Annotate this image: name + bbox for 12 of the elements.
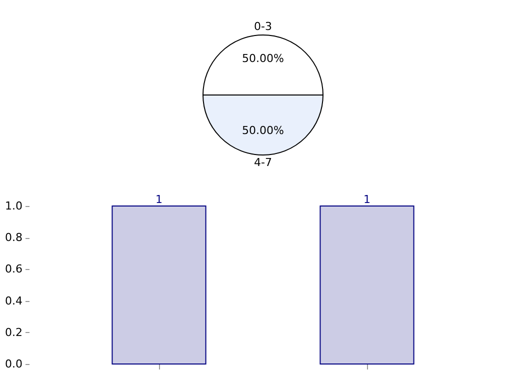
y-tick-label: 0.0 <box>5 358 22 370</box>
data-label: 1 <box>156 193 162 206</box>
y-tick-label: 0.6 <box>5 262 22 276</box>
y-tick-label: 0.2 <box>5 326 22 339</box>
y-tick-label: 0.8 <box>5 231 22 244</box>
slice-label: 0-3 <box>254 20 272 33</box>
slice-label: 4-7 <box>254 156 272 169</box>
data-label: 1 <box>364 193 370 206</box>
data-label: 50.00% <box>242 124 284 137</box>
data-label: 50.00% <box>242 52 284 65</box>
y-tick-label: 1.0 <box>5 200 22 212</box>
y-tick-label: 0.4 <box>5 294 22 308</box>
